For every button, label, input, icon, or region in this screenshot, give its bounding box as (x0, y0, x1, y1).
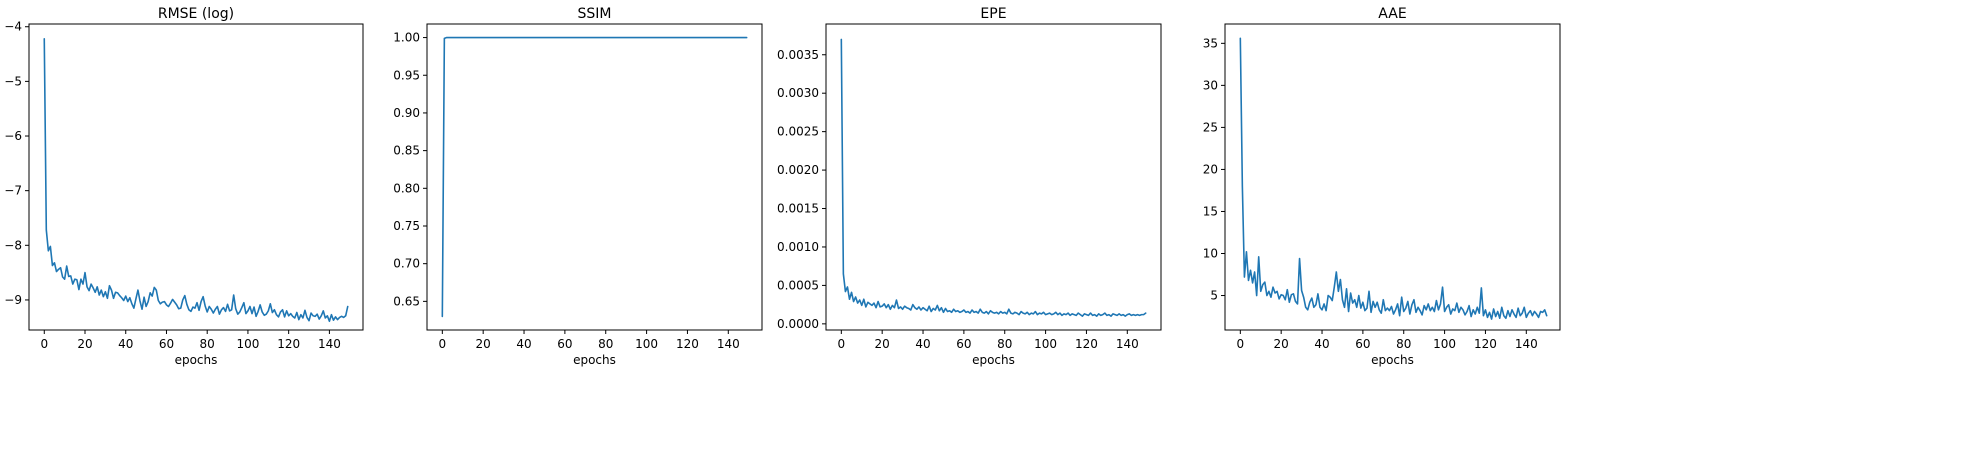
y-tick-label: −9 (4, 293, 22, 307)
chart-panel-4: 0 20 40 60 80 100 120 140 5 10 15 20 25 30 35 AAE epochs (1203, 6, 1561, 367)
plot-frame (825, 23, 1162, 331)
y-tick-label: 5 (1210, 289, 1218, 303)
x-tick-label: 0 (1236, 337, 1244, 351)
y-tick-label: 0.0020 (777, 163, 819, 177)
chart-panel-1: 0 20 40 60 80 100 120 140 −9 −8 −7 −6 −5 −4 RMSE (log)… (4, 6, 364, 367)
y-tick-label: 0.0030 (777, 86, 819, 100)
y-tick-label: 0.80 (393, 181, 420, 195)
y-tick-label: 0.0000 (777, 317, 819, 331)
chart-title: SSIM (578, 6, 612, 22)
y-tick-label: 30 (1203, 78, 1218, 92)
x-tick-label: 60 (557, 337, 572, 351)
y-tick-label: 0.70 (393, 257, 420, 271)
y-tick-label: 10 (1203, 247, 1218, 261)
y-tick-label: −4 (4, 20, 22, 34)
x-axis-label: epochs (573, 353, 616, 367)
x-tick-label: 80 (1396, 337, 1411, 351)
y-tick-label: 0.75 (393, 219, 420, 233)
x-tick-label: 120 (1474, 337, 1497, 351)
x-tick-label: 80 (200, 337, 215, 351)
x-tick-label: 60 (159, 337, 174, 351)
y-tick-label: 0.65 (393, 294, 420, 308)
y-tick-label: 1.00 (393, 31, 420, 45)
y-tick-label: 25 (1203, 120, 1218, 134)
x-tick-label: 80 (997, 337, 1012, 351)
y-tick-label: 0.0005 (777, 278, 819, 292)
x-tick-label: 100 (236, 337, 259, 351)
y-tick-label: −8 (4, 238, 22, 252)
plot-frame (28, 23, 364, 331)
x-axis-label: epochs (972, 353, 1015, 367)
x-tick-label: 80 (598, 337, 613, 351)
plot-frame (426, 23, 763, 331)
x-tick-label: 100 (1433, 337, 1456, 351)
x-axis-label: epochs (1371, 353, 1414, 367)
y-tick-label: 0.85 (393, 144, 420, 158)
y-tick-label: 15 (1203, 204, 1218, 218)
series-line-1 (840, 38, 1147, 317)
chart-title: EPE (980, 6, 1006, 22)
y-tick-label: 0.95 (393, 68, 420, 82)
chart-panel-3: 0 20 40 60 80 100 120 140 0.0000 0.0005 0.0010 0.00… (777, 6, 1162, 367)
y-tick-label: 0.0025 (777, 125, 819, 139)
x-axis-label: epochs (175, 353, 218, 367)
y-tick-label: −6 (4, 129, 22, 143)
series-line-1 (441, 36, 748, 318)
x-tick-label: 140 (1515, 337, 1538, 351)
series-line-1 (43, 37, 349, 323)
x-tick-label: 120 (676, 337, 699, 351)
x-tick-label: 140 (318, 337, 341, 351)
chart-title: AAE (1378, 6, 1406, 22)
x-tick-label: 0 (837, 337, 845, 351)
y-tick-label: 20 (1203, 162, 1218, 176)
x-tick-label: 20 (77, 337, 92, 351)
x-tick-label: 20 (1274, 337, 1289, 351)
x-tick-label: 40 (118, 337, 133, 351)
y-tick-label: −5 (4, 74, 22, 88)
x-tick-label: 120 (1075, 337, 1098, 351)
x-tick-label: 140 (1116, 337, 1139, 351)
plot-frame (1224, 23, 1561, 331)
x-tick-label: 140 (717, 337, 740, 351)
y-tick-label: 35 (1203, 36, 1218, 50)
x-tick-label: 0 (40, 337, 48, 351)
x-tick-label: 100 (1034, 337, 1057, 351)
y-tick-label: 0.0010 (777, 240, 819, 254)
y-tick-label: 0.0035 (777, 48, 819, 62)
chart-panel-2: 0 20 40 60 80 100 120 140 0.65 0.70 0.75 0.80 0.85 0.… (393, 6, 763, 367)
x-tick-label: 40 (516, 337, 531, 351)
x-tick-label: 120 (277, 337, 300, 351)
x-tick-label: 20 (875, 337, 890, 351)
x-tick-label: 60 (956, 337, 971, 351)
x-tick-label: 100 (635, 337, 658, 351)
series-line-1 (1239, 37, 1548, 320)
x-tick-label: 40 (915, 337, 930, 351)
y-tick-label: 0.0015 (777, 202, 819, 216)
x-tick-label: 0 (438, 337, 446, 351)
x-tick-label: 40 (1314, 337, 1329, 351)
y-tick-label: −7 (4, 184, 22, 198)
x-tick-label: 60 (1355, 337, 1370, 351)
x-tick-label: 20 (476, 337, 491, 351)
chart-title: RMSE (log) (158, 6, 234, 22)
y-tick-label: 0.90 (393, 106, 420, 120)
